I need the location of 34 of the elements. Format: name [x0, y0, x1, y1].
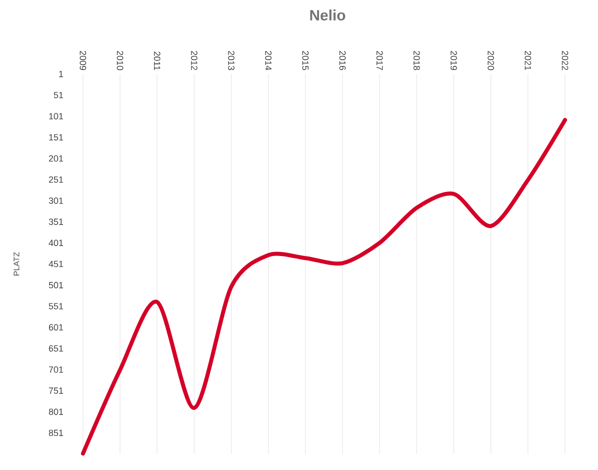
- y-tick-label: 401: [48, 240, 64, 246]
- y-tick-label: 101: [49, 113, 64, 120]
- x-tick-label: 2009: [80, 50, 86, 70]
- x-tick-label: 2020: [488, 50, 494, 70]
- y-tick-label: 51: [54, 92, 64, 98]
- chart-title: Nelio: [310, 10, 346, 20]
- y-tick-label: 751: [48, 388, 64, 394]
- x-tick-label: 2010: [116, 50, 124, 70]
- x-tick-label: 2017: [376, 50, 383, 70]
- y-tick-label: 151: [49, 134, 64, 140]
- x-tick-label: 2022: [562, 50, 568, 70]
- y-tick-label: 301: [48, 197, 64, 204]
- x-tick-label: 2013: [228, 50, 234, 70]
- x-tick-label: 2018: [414, 50, 420, 70]
- x-tick-label: 2011: [154, 52, 160, 70]
- x-tick-label: 2012: [191, 50, 198, 70]
- x-tick-label: 2016: [339, 50, 346, 70]
- y-tick-label: 851: [48, 430, 64, 436]
- y-tick-label: 801: [48, 408, 64, 415]
- line-series: [80, 118, 568, 456]
- x-tick-label: 2014: [265, 50, 272, 70]
- x-tick-label: 2019: [450, 50, 457, 70]
- y-tick-label: 1: [59, 70, 64, 78]
- y-tick-label: 201: [48, 155, 64, 162]
- y-tick-label: 251: [48, 176, 64, 183]
- y-tick-label: 451: [48, 260, 64, 268]
- y-tick-label: 651: [48, 345, 64, 352]
- x-tick-label: 2021: [524, 50, 532, 70]
- y-tick-label: 551: [48, 303, 64, 310]
- y-tick-label: 601: [48, 324, 64, 331]
- x-tick-label: 2015: [302, 50, 309, 70]
- y-tick-label: 501: [48, 282, 64, 288]
- y-tick-label: 351: [48, 218, 64, 225]
- y-tick-label: 701: [48, 366, 64, 373]
